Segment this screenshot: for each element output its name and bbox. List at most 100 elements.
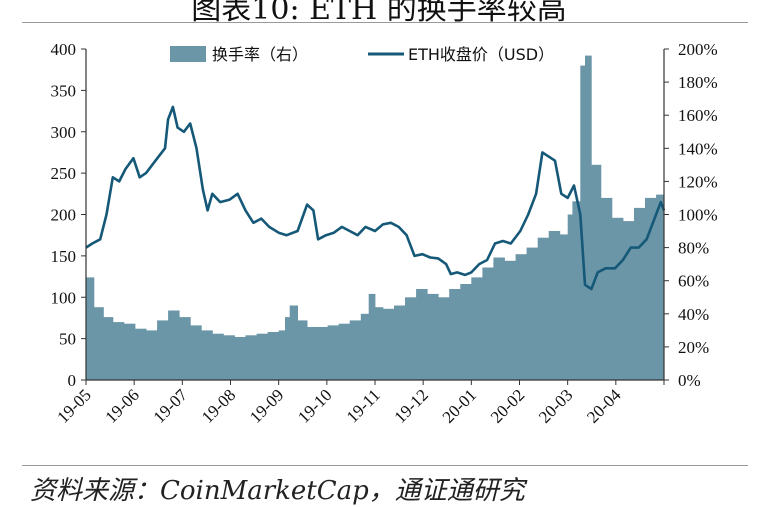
turnover-bar [394,305,406,380]
eth-price-line [85,105,666,291]
x-tick-label: 19-11 [343,385,384,426]
turnover-bar [600,197,613,380]
chart-legend: 换手率（右） ETH收盘价（USD） [170,45,554,64]
left-tick-label: 350 [51,81,77,100]
x-tick-label: 19-08 [198,385,239,426]
turnover-bar [622,221,635,380]
right-tick-label: 120% [678,172,718,191]
turnover-bar [256,333,269,380]
legend-line-label: ETH收盘价（USD） [408,45,554,64]
turnover-bar [611,217,624,380]
turnover-bar [360,313,370,380]
turnover-bar [634,207,646,380]
turnover-bar [375,307,384,380]
turnover-bar [504,260,516,380]
turnover-bar [427,293,439,380]
turnover-bar [526,247,539,380]
turnover-bar [289,305,298,380]
right-tick-label: 40% [678,305,709,324]
left-tick-label: 300 [51,123,77,142]
turnover-bar [123,323,136,380]
turnover-bar [416,289,428,380]
x-tick-label: 20-02 [487,385,528,426]
turnover-bar [157,320,169,380]
turnover-bar [179,317,191,380]
x-tick-label: 19-12 [391,385,432,426]
turnover-bar [580,65,586,380]
turnover-bar [223,335,235,380]
legend-bar-label: 换手率（右） [212,45,308,64]
left-axis-ticks: 0 50 100 150 200 250 300 350 400 [51,40,86,390]
turnover-bar [168,310,180,380]
turnover-bar [318,327,328,380]
left-tick-label: 200 [51,206,77,225]
turnover-bar [212,333,224,380]
top-divider [22,22,748,23]
turnover-bar [537,237,550,380]
x-tick-label: 19-06 [102,385,143,426]
left-tick-label: 150 [51,247,77,266]
source-note: 资料来源：CoinMarketCap，通证通研究 [30,476,525,506]
right-tick-label: 160% [678,106,718,125]
turnover-bar [278,330,286,380]
turnover-bar [201,330,213,380]
turnover-bar [548,231,561,380]
right-tick-label: 180% [678,73,718,92]
x-tick-label: 19-09 [246,385,287,426]
turnover-bar [572,201,581,380]
right-tick-label: 0% [678,371,701,390]
turnover-bar [327,325,340,380]
left-tick-label: 400 [51,40,77,59]
x-tick-label: 20-03 [535,385,576,426]
turnover-bar [338,323,351,380]
x-tick-label: 19-07 [150,385,192,427]
turnover-bar [190,325,202,380]
turnover-bar [368,293,376,380]
turnover-bars [86,55,665,381]
turnover-bar [656,194,665,380]
left-tick-label: 50 [59,330,76,349]
right-axis-ticks: 0% 20% 40% 60% 80% 100% 120% 140% 160% 180% 200% [664,40,718,390]
turnover-bar [449,289,461,380]
right-tick-label: 60% [678,272,709,291]
x-tick-label: 20-04 [583,385,625,427]
turnover-bar [307,327,319,380]
turnover-price-chart: 0 50 100 150 200 250 300 350 400 0% 20% 40% 60% 80% 1… [51,40,718,427]
left-tick-label: 0 [68,371,77,390]
x-tick-label: 19-10 [294,385,335,426]
right-tick-label: 20% [678,338,709,357]
turnover-bar [567,214,573,380]
right-tick-label: 200% [678,40,718,59]
turnover-bar [482,267,494,380]
x-tick-label: 19-05 [53,385,94,426]
turnover-bar [493,257,505,380]
legend-bar-swatch [170,46,206,62]
turnover-bar [559,234,569,380]
turnover-bar [267,332,280,380]
turnover-bar [645,197,657,380]
right-tick-label: 140% [678,139,718,158]
turnover-bar [135,328,147,380]
turnover-bar [460,284,472,380]
turnover-bar [471,277,483,380]
turnover-bar [285,317,291,380]
turnover-bar [234,337,246,380]
turnover-bar [438,297,450,381]
x-axis-ticks: 19-05 19-06 19-07 19-08 19-09 19-10 19-11 19-12… [53,380,665,427]
turnover-bar [112,322,125,380]
left-tick-label: 100 [51,288,77,307]
turnover-bar [297,320,308,380]
bottom-divider [22,465,748,466]
turnover-bar [585,55,592,380]
left-tick-label: 250 [51,164,77,183]
x-tick-label: 20-01 [439,385,480,426]
turnover-bar [515,254,528,380]
turnover-bar [245,335,257,380]
turnover-bar [405,297,417,381]
turnover-bar [146,330,158,380]
turnover-bar [86,277,95,380]
right-tick-label: 80% [678,239,709,258]
turnover-bar [382,308,395,380]
right-tick-label: 100% [678,206,718,225]
turnover-bar [103,317,114,380]
